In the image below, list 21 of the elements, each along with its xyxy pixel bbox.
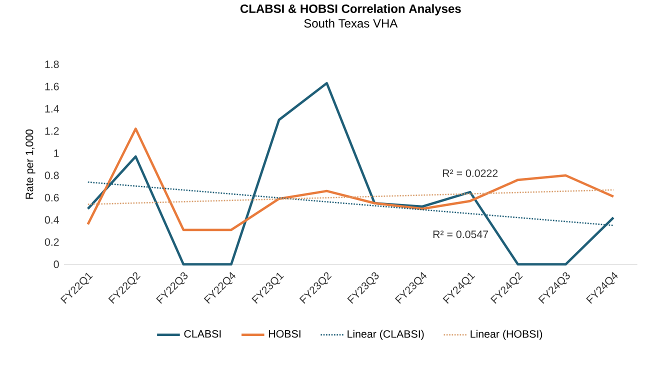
legend-label: Linear (CLABSI) xyxy=(348,330,424,340)
chart-title: CLABSI & HOBSI Correlation Analyses xyxy=(240,4,461,16)
legend-label: HOBSI xyxy=(269,330,300,338)
y-tick-label: 0.8 xyxy=(44,172,59,180)
line-series xyxy=(86,128,615,232)
line-series xyxy=(86,82,615,266)
annotation: R² = 0.0547 xyxy=(433,230,488,238)
y-tick-label: 1.4 xyxy=(45,105,59,112)
chart-subtitle: South Texas VHA xyxy=(304,18,398,28)
legend-label: CLABSI xyxy=(184,330,221,338)
y-tick-label: 0.4 xyxy=(44,216,59,224)
y-tick-label: 0.2 xyxy=(44,238,59,246)
y-tick-label: 1 xyxy=(54,150,59,157)
y-tick-label: 1.2 xyxy=(45,127,59,135)
y-tick-label: 1.8 xyxy=(45,60,59,68)
legend-label: Linear (HOBSI) xyxy=(470,330,542,340)
y-tick-label: 1.6 xyxy=(45,82,59,90)
y-tick-label: 0 xyxy=(54,260,59,268)
y-tick-label: 0.6 xyxy=(44,194,59,202)
y-axis-title: Rate per 1,000 xyxy=(26,129,36,199)
annotation: R² = 0.0222 xyxy=(442,169,498,177)
